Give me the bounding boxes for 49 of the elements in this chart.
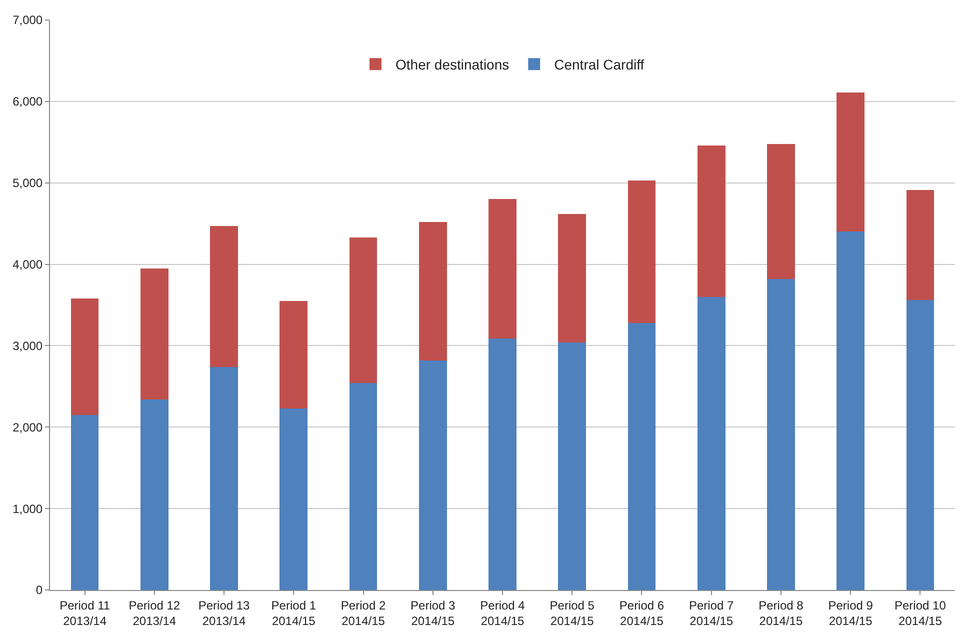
y-tick-label: 2,000 bbox=[12, 420, 43, 434]
bar bbox=[836, 92, 864, 232]
bar bbox=[628, 180, 656, 323]
legend-label: Central Cardiff bbox=[554, 56, 644, 73]
x-tick-label: Period 9 2014/15 bbox=[828, 598, 874, 628]
bar bbox=[70, 298, 99, 415]
y-tick-label: 5,000 bbox=[12, 176, 43, 190]
bar bbox=[697, 145, 726, 297]
bar bbox=[349, 383, 378, 590]
bar bbox=[349, 237, 378, 384]
x-tick-label: Period 3 2014/15 bbox=[410, 598, 456, 628]
y-tick-label: 0 bbox=[36, 583, 43, 598]
x-tick-label: Period 4 2014/15 bbox=[480, 598, 526, 628]
bar bbox=[418, 360, 447, 590]
y-tick-label: 7,000 bbox=[12, 13, 43, 28]
x-tick-label: Period 8 2014/15 bbox=[758, 598, 804, 628]
y-tick-label: 3,000 bbox=[12, 338, 43, 353]
x-tick-label: Period 2 2014/15 bbox=[340, 598, 386, 628]
bar bbox=[906, 300, 934, 590]
x-tick-label: Period 5 2014/15 bbox=[550, 598, 595, 628]
bar bbox=[280, 300, 308, 408]
y-tick-label: 4,000 bbox=[12, 257, 43, 272]
x-tick-label: Period 6 2014/15 bbox=[619, 598, 664, 628]
bar bbox=[558, 214, 586, 342]
bar bbox=[767, 278, 795, 590]
bar bbox=[210, 226, 238, 367]
bar bbox=[280, 408, 308, 590]
bar bbox=[418, 222, 447, 360]
x-tick-label: Period 7 2014/15 bbox=[689, 598, 734, 628]
bar bbox=[697, 296, 726, 590]
legend-label: Other destinations bbox=[396, 56, 510, 73]
y-tick-label: 1,000 bbox=[12, 502, 43, 516]
bar bbox=[488, 338, 516, 590]
y-tick-label: 6,000 bbox=[12, 94, 43, 109]
x-tick-label: Period 13 2013/14 bbox=[198, 598, 250, 628]
bar bbox=[140, 268, 168, 400]
x-tick-label: Period 1 2014/15 bbox=[271, 598, 316, 628]
bar bbox=[836, 232, 864, 590]
x-tick-label: Period 12 2013/14 bbox=[128, 598, 180, 628]
bar bbox=[558, 342, 586, 590]
bar bbox=[767, 144, 795, 279]
bar bbox=[210, 366, 238, 590]
bar bbox=[628, 322, 656, 590]
bar bbox=[140, 399, 168, 590]
x-tick-label: Period 11 2013/14 bbox=[60, 598, 110, 628]
bar bbox=[488, 199, 516, 338]
x-tick-label: Period 10 2014/15 bbox=[894, 598, 946, 628]
bar bbox=[70, 414, 99, 590]
bar bbox=[906, 190, 934, 300]
